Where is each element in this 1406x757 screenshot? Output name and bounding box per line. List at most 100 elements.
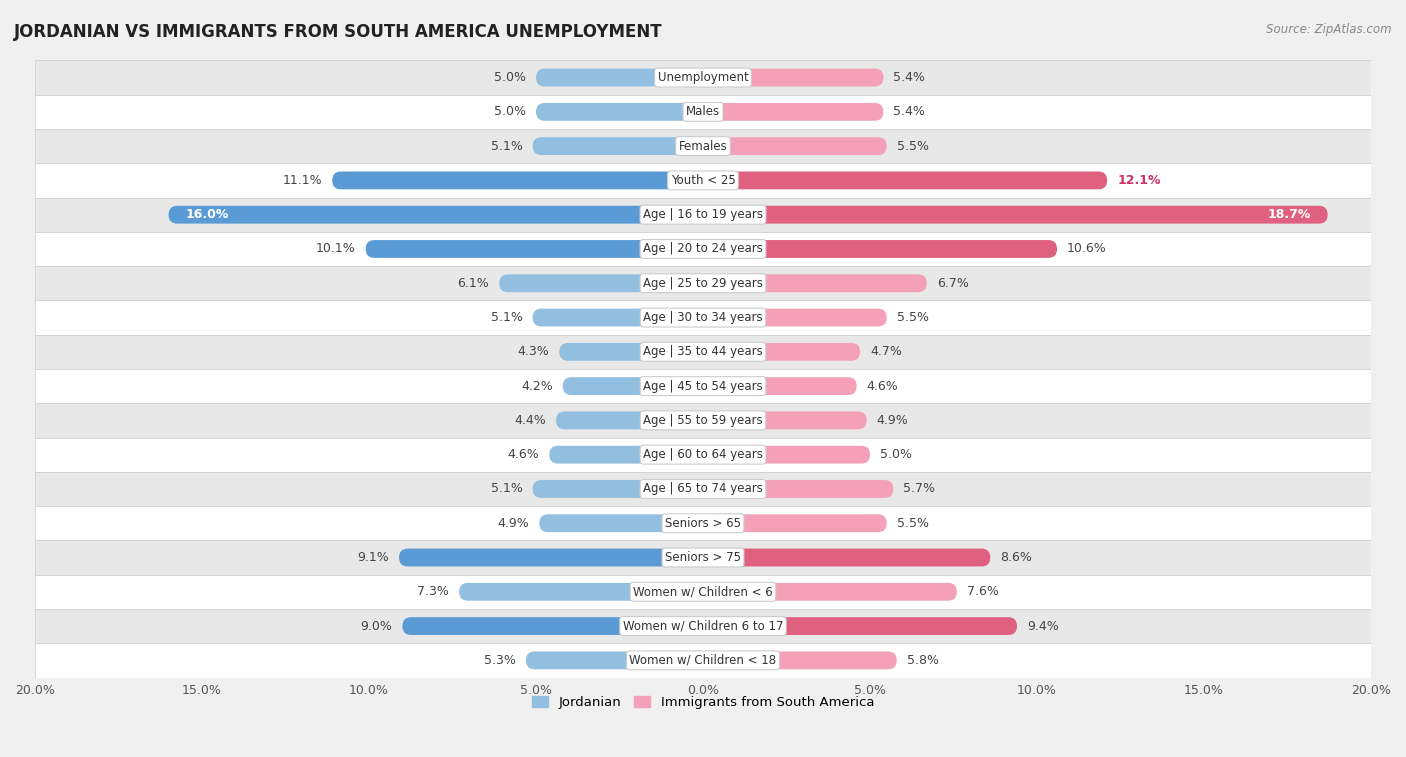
Text: Age | 25 to 29 years: Age | 25 to 29 years [643,277,763,290]
Text: 5.5%: 5.5% [897,517,929,530]
Text: 4.3%: 4.3% [517,345,550,358]
FancyBboxPatch shape [555,412,703,429]
FancyBboxPatch shape [399,549,703,566]
Text: 9.4%: 9.4% [1026,619,1059,633]
Text: 5.5%: 5.5% [897,311,929,324]
FancyBboxPatch shape [35,506,1371,540]
Text: 4.9%: 4.9% [877,414,908,427]
Text: 18.7%: 18.7% [1268,208,1310,221]
FancyBboxPatch shape [366,240,703,258]
FancyBboxPatch shape [499,274,703,292]
Text: 5.4%: 5.4% [893,105,925,118]
FancyBboxPatch shape [35,609,1371,643]
Text: 6.1%: 6.1% [457,277,489,290]
FancyBboxPatch shape [35,575,1371,609]
Text: 5.8%: 5.8% [907,654,939,667]
Text: 4.6%: 4.6% [866,379,898,393]
FancyBboxPatch shape [703,309,887,326]
Text: Males: Males [686,105,720,118]
Text: 9.1%: 9.1% [357,551,389,564]
Text: 5.0%: 5.0% [494,105,526,118]
FancyBboxPatch shape [533,309,703,326]
FancyBboxPatch shape [526,652,703,669]
Text: 10.6%: 10.6% [1067,242,1107,255]
Text: JORDANIAN VS IMMIGRANTS FROM SOUTH AMERICA UNEMPLOYMENT: JORDANIAN VS IMMIGRANTS FROM SOUTH AMERI… [14,23,662,41]
Text: Source: ZipAtlas.com: Source: ZipAtlas.com [1267,23,1392,36]
FancyBboxPatch shape [703,206,1327,223]
Text: Women w/ Children < 18: Women w/ Children < 18 [630,654,776,667]
FancyBboxPatch shape [533,480,703,498]
FancyBboxPatch shape [703,172,1107,189]
FancyBboxPatch shape [35,438,1371,472]
Text: 7.6%: 7.6% [967,585,998,598]
Text: Age | 60 to 64 years: Age | 60 to 64 years [643,448,763,461]
Text: Women w/ Children < 6: Women w/ Children < 6 [633,585,773,598]
Text: Age | 35 to 44 years: Age | 35 to 44 years [643,345,763,358]
FancyBboxPatch shape [703,343,860,361]
FancyBboxPatch shape [35,403,1371,438]
Text: Females: Females [679,139,727,153]
FancyBboxPatch shape [560,343,703,361]
FancyBboxPatch shape [536,69,703,86]
Text: 5.7%: 5.7% [904,482,935,496]
FancyBboxPatch shape [703,377,856,395]
Text: 5.1%: 5.1% [491,139,523,153]
FancyBboxPatch shape [35,643,1371,678]
Text: 5.0%: 5.0% [880,448,912,461]
Text: 4.6%: 4.6% [508,448,540,461]
Text: Age | 20 to 24 years: Age | 20 to 24 years [643,242,763,255]
Text: 5.5%: 5.5% [897,139,929,153]
Text: 5.4%: 5.4% [893,71,925,84]
FancyBboxPatch shape [540,514,703,532]
FancyBboxPatch shape [703,583,957,601]
Text: Unemployment: Unemployment [658,71,748,84]
Text: 8.6%: 8.6% [1000,551,1032,564]
Text: Age | 55 to 59 years: Age | 55 to 59 years [643,414,763,427]
Text: 5.0%: 5.0% [494,71,526,84]
FancyBboxPatch shape [703,549,990,566]
Text: Age | 16 to 19 years: Age | 16 to 19 years [643,208,763,221]
Text: 7.3%: 7.3% [418,585,449,598]
FancyBboxPatch shape [536,103,703,121]
Text: 4.7%: 4.7% [870,345,901,358]
FancyBboxPatch shape [35,369,1371,403]
Text: 11.1%: 11.1% [283,174,322,187]
FancyBboxPatch shape [703,617,1017,635]
FancyBboxPatch shape [533,137,703,155]
Text: Age | 65 to 74 years: Age | 65 to 74 years [643,482,763,496]
FancyBboxPatch shape [460,583,703,601]
FancyBboxPatch shape [35,540,1371,575]
FancyBboxPatch shape [169,206,703,223]
FancyBboxPatch shape [402,617,703,635]
FancyBboxPatch shape [35,129,1371,164]
FancyBboxPatch shape [35,301,1371,335]
Text: 9.0%: 9.0% [360,619,392,633]
Text: 12.1%: 12.1% [1118,174,1161,187]
Text: 4.4%: 4.4% [515,414,546,427]
FancyBboxPatch shape [35,472,1371,506]
Text: Age | 30 to 34 years: Age | 30 to 34 years [643,311,763,324]
FancyBboxPatch shape [35,61,1371,95]
Text: 5.1%: 5.1% [491,482,523,496]
FancyBboxPatch shape [703,69,883,86]
Text: 5.3%: 5.3% [484,654,516,667]
FancyBboxPatch shape [703,514,887,532]
FancyBboxPatch shape [703,103,883,121]
FancyBboxPatch shape [703,652,897,669]
FancyBboxPatch shape [550,446,703,463]
Text: Youth < 25: Youth < 25 [671,174,735,187]
FancyBboxPatch shape [703,446,870,463]
FancyBboxPatch shape [703,240,1057,258]
Text: Women w/ Children 6 to 17: Women w/ Children 6 to 17 [623,619,783,633]
FancyBboxPatch shape [703,137,887,155]
Legend: Jordanian, Immigrants from South America: Jordanian, Immigrants from South America [527,690,879,714]
Text: Age | 45 to 54 years: Age | 45 to 54 years [643,379,763,393]
Text: 4.2%: 4.2% [522,379,553,393]
FancyBboxPatch shape [562,377,703,395]
FancyBboxPatch shape [35,95,1371,129]
Text: 4.9%: 4.9% [498,517,529,530]
Text: 5.1%: 5.1% [491,311,523,324]
FancyBboxPatch shape [35,198,1371,232]
FancyBboxPatch shape [703,274,927,292]
Text: 16.0%: 16.0% [186,208,229,221]
